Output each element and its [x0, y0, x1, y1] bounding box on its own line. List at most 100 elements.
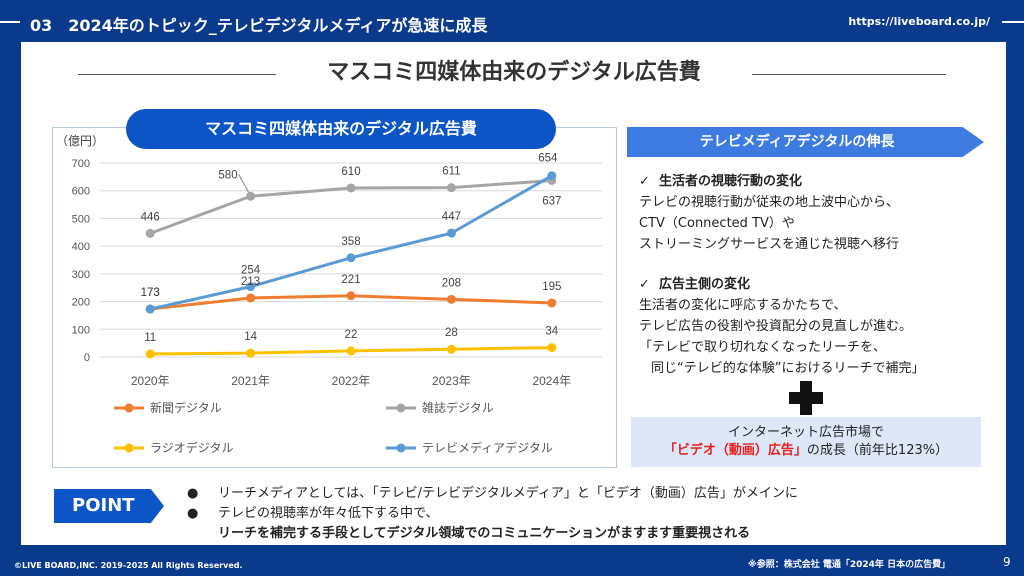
data-point — [246, 348, 256, 358]
site-url[interactable]: https://liveboard.co.jp/ — [848, 15, 990, 28]
video-ad-highlight: 「ビデオ（動画）広告」 — [663, 443, 807, 458]
data-label: 221 — [341, 274, 360, 286]
legend-label: 新聞デジタル — [150, 400, 222, 415]
section1-heading: ✓ 生活者の視聴行動の変化 — [639, 171, 984, 192]
legend-label: テレビメディアデジタル — [422, 440, 553, 455]
chart-title: マスコミ四媒体由来のデジタル広告費 — [126, 109, 556, 149]
top-bar: 03 2024年のトピック_テレビデジタルメディアが急速に成長 https://… — [0, 0, 1024, 42]
market-line1: インターネット広告市場で — [727, 425, 884, 440]
data-point — [547, 298, 557, 308]
data-point — [446, 183, 456, 193]
right-panel-title: テレビメディアデジタルの伸長 — [699, 134, 895, 150]
data-point — [446, 228, 456, 238]
y-tick-label: 300 — [72, 269, 90, 281]
bullet-dot: ● — [187, 506, 199, 521]
y-tick-label: 600 — [72, 186, 90, 198]
data-label: 654 — [538, 153, 558, 165]
data-point — [145, 304, 155, 314]
line-chart: （億円） 0 100 200 300 400 500 600 700 2020年 2021年 2022… — [56, 134, 602, 455]
legend-marker — [124, 443, 134, 453]
legend-marker — [396, 443, 406, 453]
data-point — [547, 343, 557, 353]
source-reference: ※参照：株式会社 電通「2024年 日本の広告費」 — [748, 560, 951, 570]
bullet-emphasis: リーチを補完する手段としてデジタル領域でのコミュニケーションがますます重要視され… — [218, 526, 751, 541]
leader-line — [238, 174, 250, 193]
legend-label: ラジオデジタル — [150, 440, 234, 455]
page-number: 9 — [1003, 555, 1011, 569]
y-tick-label: 400 — [72, 241, 90, 253]
plus-icon — [789, 381, 823, 415]
data-label: 447 — [442, 211, 461, 223]
legend-marker — [124, 403, 134, 413]
section1-line: ストリーミングサービスを通じた視聴へ移行 — [639, 237, 900, 252]
y-tick-label: 200 — [72, 297, 90, 309]
header-arrow-shape — [627, 127, 984, 157]
section2-line: 同じ“テレビ的な体験”におけるリーチで補完」 — [651, 361, 925, 376]
section2-line: 生活者の変化に呼応するかたちで、 — [639, 298, 847, 313]
check-icon: ✓ — [639, 277, 650, 292]
data-label: 611 — [442, 166, 460, 178]
data-label: 580 — [218, 169, 237, 181]
data-label: 34 — [545, 326, 558, 338]
section2-line: テレビ広告の役割や投資配分の見直しが進む。 — [639, 319, 913, 334]
data-label: 173 — [141, 287, 160, 299]
data-point — [346, 346, 356, 356]
data-point — [246, 191, 256, 201]
point-label: POINT — [54, 489, 164, 523]
y-tick-label: 100 — [72, 324, 90, 336]
header-rule-right — [1002, 21, 1024, 23]
market-line2: 「ビデオ（動画）広告」の成長（前年比123%） — [631, 442, 981, 460]
bullet-item: ● リーチメディアとしては、「テレビ/テレビデジタルメディア」と「ビデオ（動画）広… — [187, 484, 798, 504]
data-label: 213 — [241, 276, 260, 288]
y-tick-label: 500 — [72, 213, 90, 225]
data-label: 208 — [442, 277, 461, 289]
data-label: 610 — [341, 166, 360, 178]
data-point — [145, 228, 155, 238]
main-title: マスコミ四媒体由来のデジタル広告費 — [327, 60, 701, 85]
market-callout: インターネット広告市場で 「ビデオ（動画）広告」の成長（前年比123%） — [631, 417, 981, 467]
data-point — [446, 344, 456, 354]
section1-line: CTV（Connected TV）や — [639, 216, 795, 231]
data-label: 195 — [542, 281, 561, 293]
check-icon: ✓ — [639, 174, 650, 189]
data-label: 11 — [144, 332, 156, 344]
data-label: 22 — [345, 329, 358, 341]
growth-text: の成長（前年比123%） — [806, 443, 949, 458]
section-title: 03 2024年のトピック_テレビデジタルメディアが急速に成長 — [30, 16, 488, 35]
data-point — [246, 282, 256, 292]
point-bullets: ● リーチメディアとしては、「テレビ/テレビデジタルメディア」と「ビデオ（動画）広… — [187, 484, 798, 544]
legend-marker — [396, 403, 406, 413]
section1-line: テレビの視聴行動が従来の地上波中心から、 — [639, 195, 900, 210]
content-panel: マスコミ四媒体由来のデジタル広告費 （億円） 0 100 200 300 400 500 60… — [21, 42, 1006, 545]
slide-heading: マスコミ四媒体由来のデジタル広告費 — [21, 48, 1006, 88]
bullet-item: ● テレビの視聴率が年々低下する中で、 — [187, 504, 798, 524]
section2-heading: ✓ 広告主側の変化 — [639, 274, 984, 295]
section2-line: 「テレビで取り切れなくなったリーチを、 — [639, 340, 887, 355]
section-viewing-behavior: ✓ 生活者の視聴行動の変化 テレビの視聴行動が従来の地上波中心から、 CTV（Co… — [639, 171, 984, 255]
right-panel-header: テレビメディアデジタルの伸長 — [627, 127, 984, 157]
x-tick-label: 2021年 — [231, 374, 270, 388]
y-tick-label: 0 — [84, 352, 90, 364]
legend-label: 雑誌デジタル — [422, 400, 494, 415]
copyright: ©LIVE BOARD,INC. 2019-2025 All Rights Re… — [14, 561, 243, 570]
data-point — [446, 294, 456, 304]
heading-rule-left — [78, 74, 276, 75]
data-point — [246, 293, 256, 303]
data-point — [346, 253, 356, 263]
data-point — [547, 171, 557, 181]
x-tick-label: 2020年 — [131, 374, 170, 388]
data-label: 173 — [141, 287, 160, 299]
x-tick-label: 2022年 — [332, 374, 371, 388]
data-label: 358 — [341, 236, 360, 248]
y-tick-label: 700 — [72, 158, 90, 170]
bullet-dot: ● — [187, 486, 199, 501]
data-point — [145, 349, 155, 359]
data-label: 28 — [445, 327, 458, 339]
header-rule-left — [0, 21, 20, 23]
data-point — [346, 291, 356, 301]
heading-rule-right — [752, 74, 946, 75]
section-advertiser-change: ✓ 広告主側の変化 生活者の変化に呼応するかたちで、 テレビ広告の役割や投資配分の… — [639, 274, 984, 379]
data-point — [346, 183, 356, 193]
data-label: 637 — [542, 195, 561, 207]
data-label: 446 — [141, 211, 160, 223]
